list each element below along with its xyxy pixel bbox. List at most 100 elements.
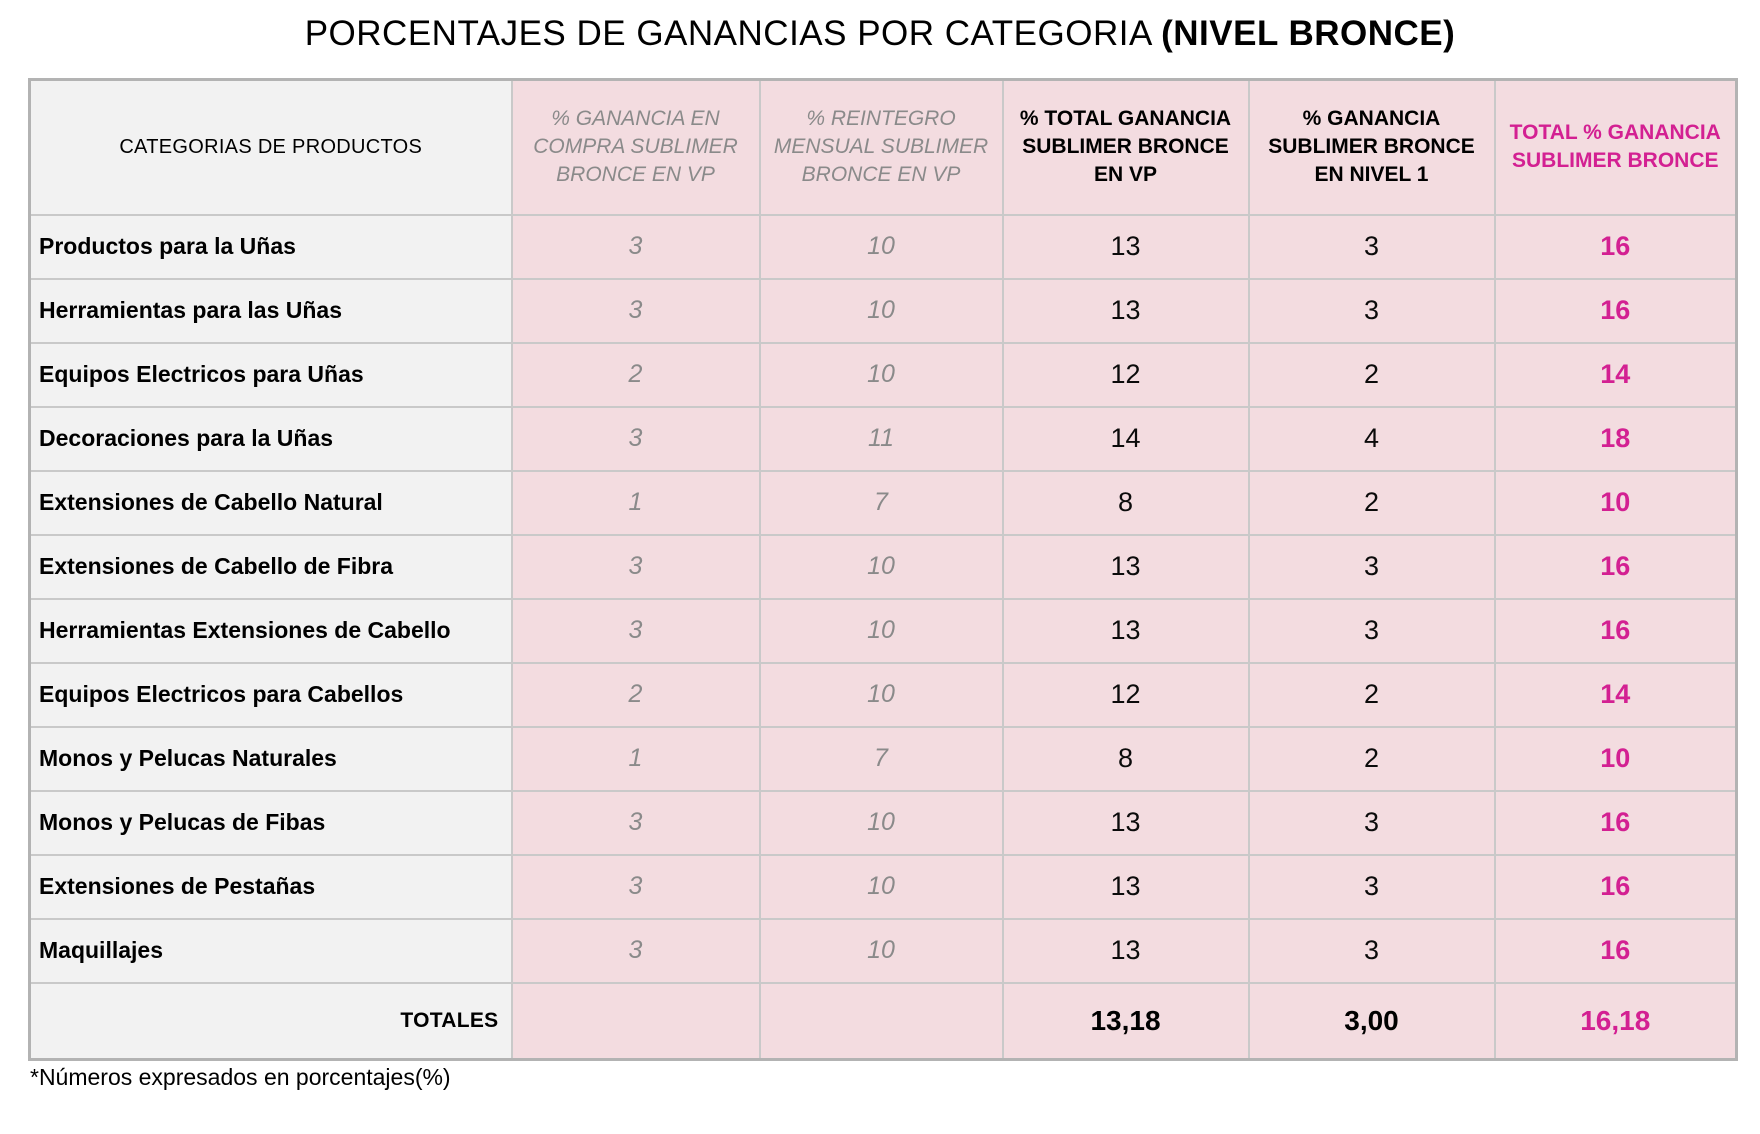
total-vp-cell: 13 [1001, 917, 1250, 984]
total-vp-cell: 13 [1001, 533, 1250, 600]
reintegro-mensual-cell: 10 [758, 789, 1004, 856]
totals-total-ganancia: 16,18 [1493, 981, 1738, 1061]
category-cell: Monos y Pelucas de Fibas [28, 789, 513, 856]
category-cell: Extensiones de Cabello de Fibra [28, 533, 513, 600]
footnote: *Números expresados en porcentajes(%) [30, 1064, 451, 1090]
total-ganancia-cell: 10 [1493, 725, 1738, 792]
ganancia-nivel1-cell: 3 [1247, 277, 1496, 344]
total-ganancia-cell: 16 [1493, 277, 1738, 344]
header-total-ganancia-vp: % TOTAL GANANCIA SUBLIMER BRONCE EN VP [1001, 78, 1250, 216]
category-cell: Extensiones de Cabello Natural [28, 469, 513, 536]
ganancia-nivel1-cell: 3 [1247, 917, 1496, 984]
page-title: PORCENTAJES DE GANANCIAS POR CATEGORIA (… [0, 14, 1760, 54]
table-body: Productos para la Uñas 3 10 13 3 16 Herramient… [28, 213, 1738, 984]
page-title-main: PORCENTAJES DE GANANCIAS POR CATEGORIA [304, 14, 1151, 53]
total-vp-cell: 12 [1001, 341, 1250, 408]
totals-nivel1: 3,00 [1247, 981, 1496, 1061]
ganancia-compra-cell: 2 [510, 341, 761, 408]
reintegro-mensual-cell: 10 [758, 277, 1004, 344]
table-header: CATEGORIAS DE PRODUCTOS % GANANCIA EN CO… [28, 78, 1738, 216]
ganancia-compra-cell: 1 [510, 469, 761, 536]
total-vp-cell: 8 [1001, 725, 1250, 792]
table-row: Monos y Pelucas Naturales 1 7 8 2 10 [28, 725, 1738, 792]
reintegro-mensual-cell: 10 [758, 533, 1004, 600]
total-ganancia-cell: 18 [1493, 405, 1738, 472]
category-cell: Equipos Electricos para Uñas [28, 341, 513, 408]
ganancia-nivel1-cell: 3 [1247, 853, 1496, 920]
ganancia-nivel1-cell: 2 [1247, 469, 1496, 536]
reintegro-mensual-cell: 11 [758, 405, 1004, 472]
totals-row: TOTALES 13,18 3,00 16,18 [28, 981, 1738, 1061]
ganancia-nivel1-cell: 3 [1247, 597, 1496, 664]
reintegro-mensual-cell: 10 [758, 341, 1004, 408]
ganancia-compra-cell: 3 [510, 597, 761, 664]
header-total-ganancia: TOTAL % GANANCIA SUBLIMER BRONCE [1493, 78, 1738, 216]
total-vp-cell: 12 [1001, 661, 1250, 728]
ganancia-compra-cell: 3 [510, 405, 761, 472]
ganancia-nivel1-cell: 3 [1247, 213, 1496, 280]
total-vp-cell: 13 [1001, 597, 1250, 664]
category-cell: Monos y Pelucas Naturales [28, 725, 513, 792]
ganancia-compra-cell: 3 [510, 789, 761, 856]
reintegro-mensual-cell: 10 [758, 917, 1004, 984]
totals-label: TOTALES [28, 981, 513, 1061]
ganancia-nivel1-cell: 4 [1247, 405, 1496, 472]
total-ganancia-cell: 16 [1493, 789, 1738, 856]
category-cell: Maquillajes [28, 917, 513, 984]
header-row: CATEGORIAS DE PRODUCTOS % GANANCIA EN CO… [28, 78, 1738, 216]
total-ganancia-cell: 16 [1493, 213, 1738, 280]
ganancia-nivel1-cell: 2 [1247, 661, 1496, 728]
table-row: Herramientas para las Uñas 3 10 13 3 16 [28, 277, 1738, 344]
totals-total-vp: 13,18 [1001, 981, 1250, 1061]
reintegro-mensual-cell: 7 [758, 725, 1004, 792]
table-row: Equipos Electricos para Cabellos 2 10 12 2 14 [28, 661, 1738, 728]
category-cell: Herramientas para las Uñas [28, 277, 513, 344]
header-categorias: CATEGORIAS DE PRODUCTOS [28, 78, 513, 216]
ganancia-nivel1-cell: 2 [1247, 725, 1496, 792]
ganancia-nivel1-cell: 3 [1247, 533, 1496, 600]
table-row: Extensiones de Cabello Natural 1 7 8 2 10 [28, 469, 1738, 536]
table-row: Productos para la Uñas 3 10 13 3 16 [28, 213, 1738, 280]
total-vp-cell: 13 [1001, 789, 1250, 856]
total-ganancia-cell: 14 [1493, 341, 1738, 408]
ganancia-compra-cell: 3 [510, 853, 761, 920]
reintegro-mensual-cell: 10 [758, 213, 1004, 280]
reintegro-mensual-cell: 10 [758, 853, 1004, 920]
header-ganancia-compra: % GANANCIA EN COMPRA SUBLIMER BRONCE EN … [510, 78, 761, 216]
table-row: Extensiones de Pestañas 3 10 13 3 16 [28, 853, 1738, 920]
ganancia-compra-cell: 2 [510, 661, 761, 728]
total-vp-cell: 8 [1001, 469, 1250, 536]
category-cell: Equipos Electricos para Cabellos [28, 661, 513, 728]
totals-empty-cell [758, 981, 1004, 1061]
reintegro-mensual-cell: 10 [758, 661, 1004, 728]
category-cell: Extensiones de Pestañas [28, 853, 513, 920]
ganancia-compra-cell: 3 [510, 533, 761, 600]
totals-empty-cell [510, 981, 761, 1061]
total-ganancia-cell: 16 [1493, 853, 1738, 920]
category-cell: Productos para la Uñas [28, 213, 513, 280]
total-ganancia-cell: 10 [1493, 469, 1738, 536]
total-vp-cell: 13 [1001, 277, 1250, 344]
page-title-level: (NIVEL BRONCE) [1161, 14, 1456, 53]
ganancia-nivel1-cell: 3 [1247, 789, 1496, 856]
table-row: Maquillajes 3 10 13 3 16 [28, 917, 1738, 984]
table-row: Extensiones de Cabello de Fibra 3 10 13 3 16 [28, 533, 1738, 600]
total-vp-cell: 13 [1001, 853, 1250, 920]
category-cell: Decoraciones para la Uñas [28, 405, 513, 472]
table-row: Equipos Electricos para Uñas 2 10 12 2 14 [28, 341, 1738, 408]
category-cell: Herramientas Extensiones de Cabello [28, 597, 513, 664]
table-row: Monos y Pelucas de Fibas 3 10 13 3 16 [28, 789, 1738, 856]
ganancia-compra-cell: 3 [510, 213, 761, 280]
total-vp-cell: 13 [1001, 213, 1250, 280]
total-vp-cell: 14 [1001, 405, 1250, 472]
table-totals: TOTALES 13,18 3,00 16,18 [28, 981, 1738, 1061]
total-ganancia-cell: 16 [1493, 917, 1738, 984]
total-ganancia-cell: 16 [1493, 597, 1738, 664]
table-row: Decoraciones para la Uñas 3 11 14 4 18 [28, 405, 1738, 472]
reintegro-mensual-cell: 10 [758, 597, 1004, 664]
header-reintegro-mensual: % REINTEGRO MENSUAL SUBLIMER BRONCE EN V… [758, 78, 1004, 216]
reintegro-mensual-cell: 7 [758, 469, 1004, 536]
total-ganancia-cell: 16 [1493, 533, 1738, 600]
ganancia-compra-cell: 1 [510, 725, 761, 792]
total-ganancia-cell: 14 [1493, 661, 1738, 728]
